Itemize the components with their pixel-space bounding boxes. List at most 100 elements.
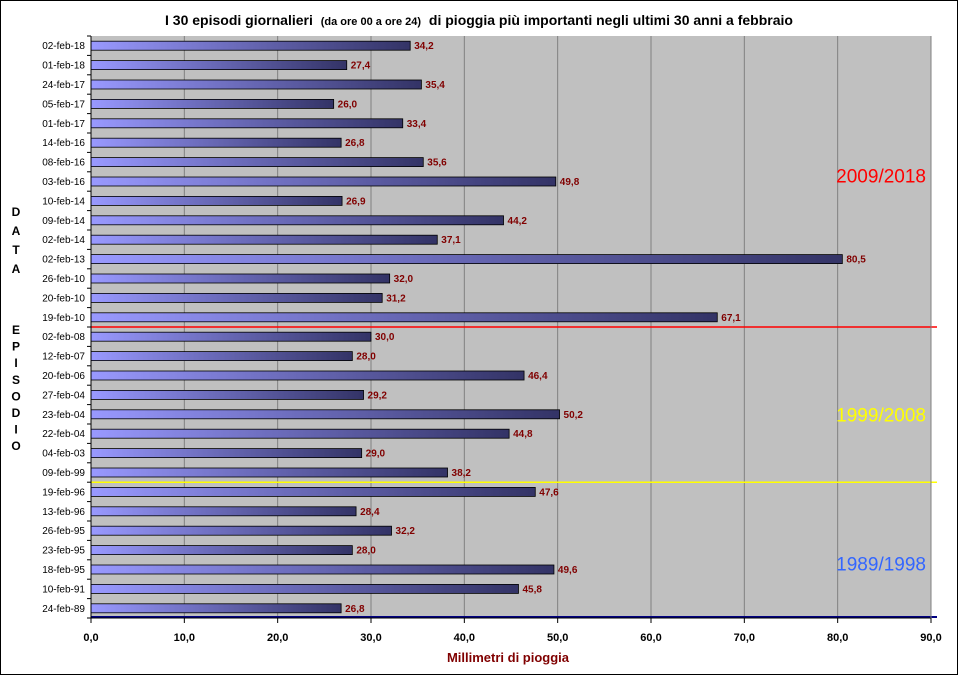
value-label: 47,6	[539, 487, 559, 498]
bar	[90, 389, 364, 400]
category-label: 22-feb-04	[42, 429, 85, 440]
bar	[90, 448, 363, 459]
category-label: 13-feb-96	[42, 507, 85, 518]
bar	[90, 40, 411, 51]
bar	[90, 525, 392, 536]
value-label: 45,8	[522, 584, 542, 595]
period-labels: 2009/2018 1999/2008 1989/1998	[836, 167, 926, 576]
chart-title: I 30 episodi giornalieri (da ore 00 a or…	[165, 12, 793, 28]
x-tick-label: 10,0	[174, 632, 195, 644]
chart-title-rest: di pioggia più importanti negli ultimi 3…	[429, 12, 793, 28]
value-label: 67,1	[721, 313, 741, 324]
value-label: 37,1	[441, 235, 461, 246]
bar	[90, 428, 510, 439]
x-axis-title: Millimetri di pioggia	[447, 650, 570, 665]
value-label: 32,0	[394, 274, 414, 285]
x-tick-label: 40,0	[454, 632, 475, 644]
bar	[90, 564, 555, 575]
y-axis-title-letter: P	[12, 340, 20, 354]
bar	[90, 60, 348, 70]
bar	[90, 215, 504, 226]
x-tick-label: 30,0	[360, 632, 381, 644]
category-label: 24-feb-89	[42, 604, 85, 615]
value-label: 44,2	[508, 216, 528, 227]
value-label: 44,8	[513, 429, 533, 440]
value-label: 29,0	[366, 449, 386, 460]
category-label: 09-feb-14	[42, 216, 85, 227]
category-label: 19-feb-96	[42, 487, 85, 498]
y-axis-title-letter: T	[12, 243, 20, 257]
category-label: 05-feb-17	[42, 99, 85, 110]
bar	[90, 486, 536, 497]
category-label: 02-feb-14	[42, 235, 85, 246]
value-label: 34,2	[414, 41, 434, 52]
y-axis-title-letter: D	[12, 406, 21, 420]
period-label: 1989/1998	[836, 555, 926, 576]
value-label: 50,2	[564, 410, 584, 421]
category-labels: 02-feb-18 01-feb-18 24-feb-17 05-feb-17 01-f…	[42, 41, 85, 615]
value-label: 80,5	[846, 255, 866, 266]
bar	[90, 79, 422, 90]
category-label: 23-feb-04	[42, 410, 85, 421]
category-label: 18-feb-95	[42, 565, 85, 576]
value-label: 26,0	[338, 99, 358, 110]
x-axis: 0,0 10,0 20,0 30,0 40,0 50,0 60,0 70,0 80,0 90,0	[83, 35, 942, 644]
bar	[90, 331, 372, 342]
bar	[90, 603, 342, 614]
period-label: 2009/2018	[836, 167, 926, 188]
value-label: 33,4	[407, 119, 427, 130]
bar	[90, 370, 525, 381]
x-tick-label: 70,0	[734, 632, 755, 644]
category-label: 20-feb-10	[42, 293, 85, 304]
y-axis-title-letter: S	[12, 373, 20, 387]
x-tick-label: 80,0	[827, 632, 848, 644]
value-label: 38,2	[452, 468, 472, 479]
bar	[90, 234, 438, 245]
bar	[90, 506, 357, 517]
category-label: 10-feb-91	[42, 584, 85, 595]
value-label: 26,9	[346, 196, 366, 207]
bar	[90, 312, 718, 323]
bar	[90, 157, 424, 168]
category-label: 04-feb-03	[42, 449, 85, 460]
category-label: 02-feb-18	[42, 41, 85, 52]
value-label: 32,2	[396, 526, 416, 537]
period-separators	[91, 326, 937, 618]
y-axis-title-letter: I	[14, 423, 17, 437]
category-label: 19-feb-10	[42, 313, 85, 324]
x-tick-label: 0,0	[83, 632, 98, 644]
value-label: 28,0	[356, 546, 376, 557]
category-label: 02-feb-08	[42, 332, 85, 343]
y-axis-title-letter: A	[12, 262, 21, 276]
bar	[90, 545, 353, 555]
y-axis-title-letter: A	[12, 224, 21, 238]
category-label: 09-feb-99	[42, 468, 85, 479]
category-label: 01-feb-17	[42, 119, 85, 130]
value-label: 35,6	[427, 158, 447, 169]
category-label: 02-feb-13	[42, 255, 85, 266]
bar	[90, 409, 560, 420]
bar	[90, 176, 557, 187]
value-label: 26,8	[345, 604, 365, 615]
bar	[90, 254, 843, 265]
x-tick-label: 20,0	[267, 632, 288, 644]
value-label: 31,2	[386, 293, 406, 304]
bar	[90, 118, 404, 129]
chart-title-hours: (da ore 00 a ore 24)	[321, 16, 422, 28]
bar	[90, 137, 342, 148]
x-tick-label: 60,0	[640, 632, 661, 644]
category-label: 01-feb-18	[42, 61, 85, 72]
category-label: 20-feb-06	[42, 371, 85, 382]
category-label: 10-feb-14	[42, 196, 85, 207]
value-label: 27,4	[351, 61, 371, 72]
bar	[90, 292, 383, 303]
bar	[90, 467, 448, 478]
category-label: 08-feb-16	[42, 158, 85, 169]
bar	[90, 99, 335, 109]
value-label: 28,0	[356, 352, 376, 363]
category-label: 24-feb-17	[42, 80, 85, 91]
value-label: 29,2	[368, 390, 388, 401]
category-label: 12-feb-07	[42, 352, 85, 363]
